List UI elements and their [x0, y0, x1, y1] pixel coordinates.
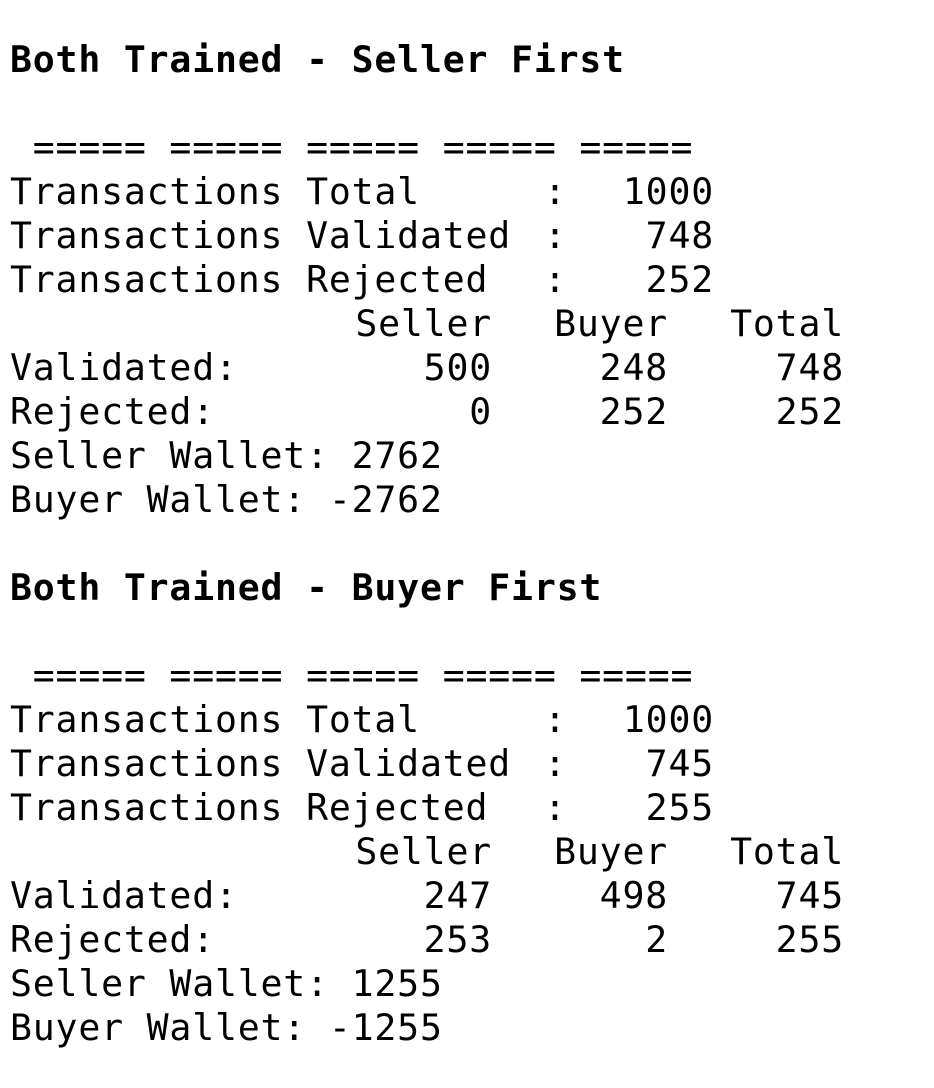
row-label: Rejected:: [10, 390, 215, 433]
total-value: 255: [775, 918, 844, 961]
seller-wallet: Seller Wallet: 2762: [10, 434, 443, 477]
table-row-rejected: Rejected: 253 2 255: [10, 918, 924, 962]
blank-line: [10, 82, 924, 126]
total-value: 745: [775, 874, 844, 917]
summary-colon: :: [544, 698, 567, 741]
summary-value: 1000: [622, 698, 714, 741]
summary-colon: :: [544, 170, 567, 213]
separator-line: ===== ===== ===== ===== =====: [10, 126, 694, 169]
summary-label: Transactions Total: [10, 170, 420, 213]
blank-line: [10, 610, 924, 654]
summary-row-rejected: Transactions Rejected: 255: [10, 786, 924, 830]
summary-label: Transactions Validated: [10, 742, 512, 785]
table-row-rejected: Rejected: 0 252 252: [10, 390, 924, 434]
column-header-buyer: Buyer: [554, 302, 668, 345]
summary-row-total: Transactions Total: 1000: [10, 170, 924, 214]
summary-label: Transactions Rejected: [10, 786, 489, 829]
summary-value: 748: [645, 214, 714, 257]
table-header-row: Seller Buyer Total: [10, 302, 924, 346]
buyer-value: 248: [599, 346, 668, 389]
seller-value: 253: [423, 918, 492, 961]
table-row-validated: Validated: 500 248 748: [10, 346, 924, 390]
seller-value: 500: [423, 346, 492, 389]
section-heading: Both Trained - Buyer First: [10, 566, 603, 609]
summary-value: 252: [645, 258, 714, 301]
buyer-value: 252: [599, 390, 668, 433]
buyer-wallet: Buyer Wallet: -2762: [10, 478, 443, 521]
column-header-total: Total: [730, 830, 844, 873]
seller-wallet: Seller Wallet: 1255: [10, 962, 443, 1005]
summary-label: Transactions Rejected: [10, 258, 489, 301]
results-section-seller-first: Both Trained - Seller First ===== ===== …: [10, 38, 924, 522]
buyer-wallet: Buyer Wallet: -1255: [10, 1006, 443, 1049]
summary-colon: :: [544, 742, 567, 785]
column-header-total: Total: [730, 302, 844, 345]
total-value: 252: [775, 390, 844, 433]
summary-row-validated: Transactions Validated: 748: [10, 214, 924, 258]
summary-colon: :: [544, 786, 567, 829]
summary-colon: :: [544, 214, 567, 257]
total-value: 748: [775, 346, 844, 389]
summary-label: Transactions Validated: [10, 214, 512, 257]
summary-colon: :: [544, 258, 567, 301]
summary-value: 1000: [622, 170, 714, 213]
table-row-validated: Validated: 247 498 745: [10, 874, 924, 918]
seller-value: 0: [469, 390, 492, 433]
summary-value: 255: [645, 786, 714, 829]
column-header-seller: Seller: [355, 830, 492, 873]
section-heading: Both Trained - Seller First: [10, 38, 625, 81]
separator-line: ===== ===== ===== ===== =====: [10, 654, 694, 697]
seller-value: 247: [423, 874, 492, 917]
results-section-buyer-first: Both Trained - Buyer First ===== ===== =…: [10, 566, 924, 1050]
console-output: Both Trained - Seller First ===== ===== …: [10, 0, 924, 1088]
summary-row-total: Transactions Total: 1000: [10, 698, 924, 742]
summary-row-validated: Transactions Validated: 745: [10, 742, 924, 786]
summary-value: 745: [645, 742, 714, 785]
column-header-buyer: Buyer: [554, 830, 668, 873]
column-header-seller: Seller: [355, 302, 492, 345]
buyer-value: 498: [599, 874, 668, 917]
row-label: Validated:: [10, 874, 238, 917]
row-label: Rejected:: [10, 918, 215, 961]
buyer-value: 2: [645, 918, 668, 961]
summary-label: Transactions Total: [10, 698, 420, 741]
table-header-row: Seller Buyer Total: [10, 830, 924, 874]
summary-row-rejected: Transactions Rejected: 252: [10, 258, 924, 302]
row-label: Validated:: [10, 346, 238, 389]
